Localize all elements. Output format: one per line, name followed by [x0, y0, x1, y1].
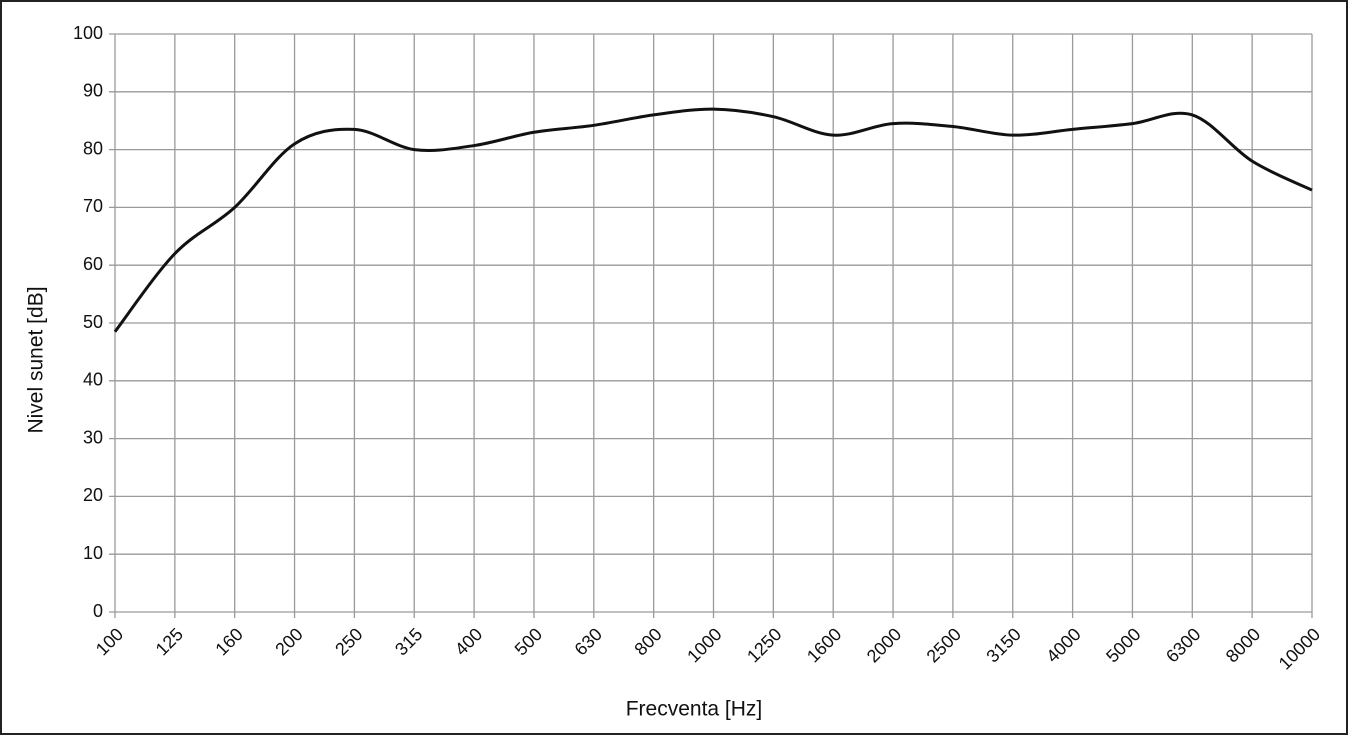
- y-tick-label: 60: [83, 254, 103, 274]
- y-tick-label: 90: [83, 81, 103, 101]
- y-tick-label: 30: [83, 427, 103, 447]
- y-tick-label: 10: [83, 543, 103, 563]
- y-tick-label: 40: [83, 370, 103, 390]
- x-axis-label: Frecventa [Hz]: [626, 698, 763, 721]
- y-axis-label: Nivel sunet [dB]: [25, 286, 48, 433]
- y-tick-label: 80: [83, 138, 103, 158]
- line-series: [113, 107, 1313, 333]
- y-tick-label: 50: [83, 312, 103, 332]
- y-tick-label: 0: [93, 601, 103, 621]
- y-tick-label: 70: [83, 196, 103, 216]
- y-tick-label: 20: [83, 485, 103, 505]
- y-tick-label: 100: [73, 23, 103, 43]
